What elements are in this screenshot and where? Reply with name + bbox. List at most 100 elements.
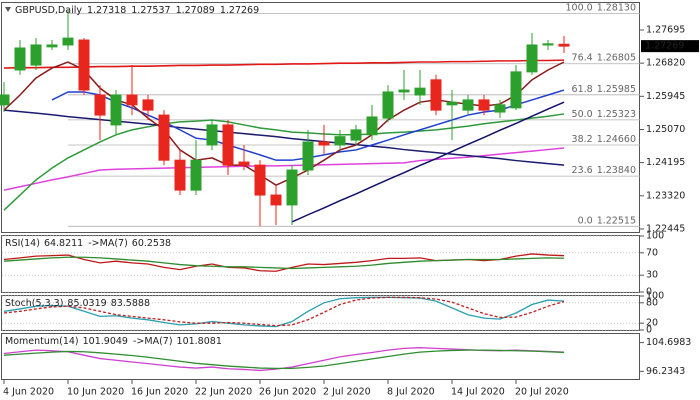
candle-body [302,141,314,171]
fib-ratio: 100.0 [566,2,593,13]
fib-ratio: 38.2 [572,134,593,145]
fib-label: 38.2 1.24660 [572,134,636,145]
candle-body [382,91,394,119]
candle-body [558,43,570,47]
candle-body [366,116,378,136]
y-tick-label: 0 [646,325,652,336]
series-line [3,256,565,270]
current-price-box [641,40,699,53]
candle-body [254,164,266,196]
candle-body [526,44,538,73]
series-line [3,113,565,211]
candle-body [94,94,106,116]
fib-ratio: 0.0 [578,215,593,226]
candle-body [478,99,490,111]
ohlc-value: 1.27537 [131,5,170,16]
candle-body [190,159,202,191]
candle-body [462,99,474,111]
candle-body [62,37,74,46]
symbol-icon [5,7,11,12]
x-tick-label: 16 Jun 2020 [131,387,188,398]
y-tick-label: 100 [646,231,664,242]
fib-price: 1.25323 [597,108,636,119]
fib-ratio: 76.4 [572,52,593,63]
y-tick-label: 80 [646,297,658,308]
series-name: Stoch(5,3,3) [5,298,63,309]
chart-title: GBPUSD,Daily [15,5,82,16]
series-name: ->MA(7) [133,336,173,347]
x-tick-label: 14 Jul 2020 [451,387,505,398]
series-last-value: 83.5888 [111,298,150,309]
y-tick-label: 1.24195 [646,157,685,168]
chart-header: GBPUSD,Daily 1.27318 1.27537 1.27089 1.27269 [15,5,259,16]
candle-body [78,39,90,91]
x-tick-label: 20 Jul 2020 [515,387,569,398]
fib-price: 1.28130 [597,2,636,13]
candle-body [318,141,330,146]
fib-label: 50.0 1.25323 [572,108,636,119]
x-tick-label: 4 Jun 2020 [3,387,54,398]
series-last-value: 85.0319 [67,298,106,309]
series-last-value: 101.9049 [83,336,128,347]
fib-label: 100.0 1.28130 [566,2,637,13]
indicator-header: Momentum(14) 101.9049 ->MA(7) 101.8081 [5,336,222,347]
candle-body [286,169,298,206]
fib-price: 1.22515 [597,215,636,226]
x-tick-label: 26 Jun 2020 [259,387,316,398]
series-line [3,296,565,327]
y-tick-label: 20 [646,318,658,329]
candle-body [126,94,138,106]
series-last-value: 101.8081 [177,336,222,347]
fib-ratio: 23.6 [572,165,593,176]
candle-body [238,161,250,166]
candle-body [30,44,42,66]
series-name: Momentum(14) [5,336,79,347]
y-tick-label: 96.2343 [646,366,685,377]
candle-body [222,124,234,166]
fib-ratio: 61.8 [572,83,593,94]
fib-price: 1.25985 [597,83,636,94]
ohlc-value: 1.27089 [176,5,215,16]
y-tick-label: 104.6983 [646,337,691,348]
fib-label: 0.0 1.22515 [578,215,636,226]
y-tick-label: 100 [646,291,664,302]
main-panel-frame [1,2,640,233]
x-tick-label: 22 Jun 2020 [195,387,252,398]
fib-label: 61.8 1.25985 [572,83,636,94]
x-tick-label: 10 Jun 2020 [67,387,124,398]
series-line [3,296,565,328]
fib-price: 1.24660 [597,134,636,145]
momentum-panel-frame [1,333,640,380]
candle-body [398,89,410,93]
candle-body [414,87,426,96]
candle-body [158,114,170,161]
series-line [291,101,565,223]
series-name: ->MA(7) [88,238,128,249]
candle-body [14,47,26,71]
fib-ratio: 50.0 [572,108,593,119]
candle-body [206,124,218,146]
candle-body [494,104,506,113]
fib-label: 76.4 1.26805 [572,52,636,63]
current-price-label: 1.27269 [645,41,684,52]
x-tick-label: 2 Jul 2020 [323,387,371,398]
series-line [3,147,565,191]
candle-body [350,129,362,141]
series-last-value: 64.8211 [44,238,83,249]
y-tick-label: 1.22445 [646,223,685,234]
candle-body [46,44,58,48]
y-tick-label: 1.23320 [646,190,685,201]
fib-price: 1.23840 [597,165,636,176]
indicator-header: RSI(14) 64.8211 ->MA(7) 60.2538 [5,238,171,249]
y-tick-label: 1.26820 [646,58,685,69]
y-tick-label: 0 [646,287,652,298]
series-line [3,349,565,370]
y-tick-label: 1.27695 [646,24,685,35]
series-name: RSI(14) [5,238,40,249]
candle-body [270,194,282,206]
ohlc-value: 1.27318 [87,5,126,16]
candle-body [446,101,458,106]
series-last-value: 60.2538 [132,238,171,249]
candle-body [510,71,522,109]
